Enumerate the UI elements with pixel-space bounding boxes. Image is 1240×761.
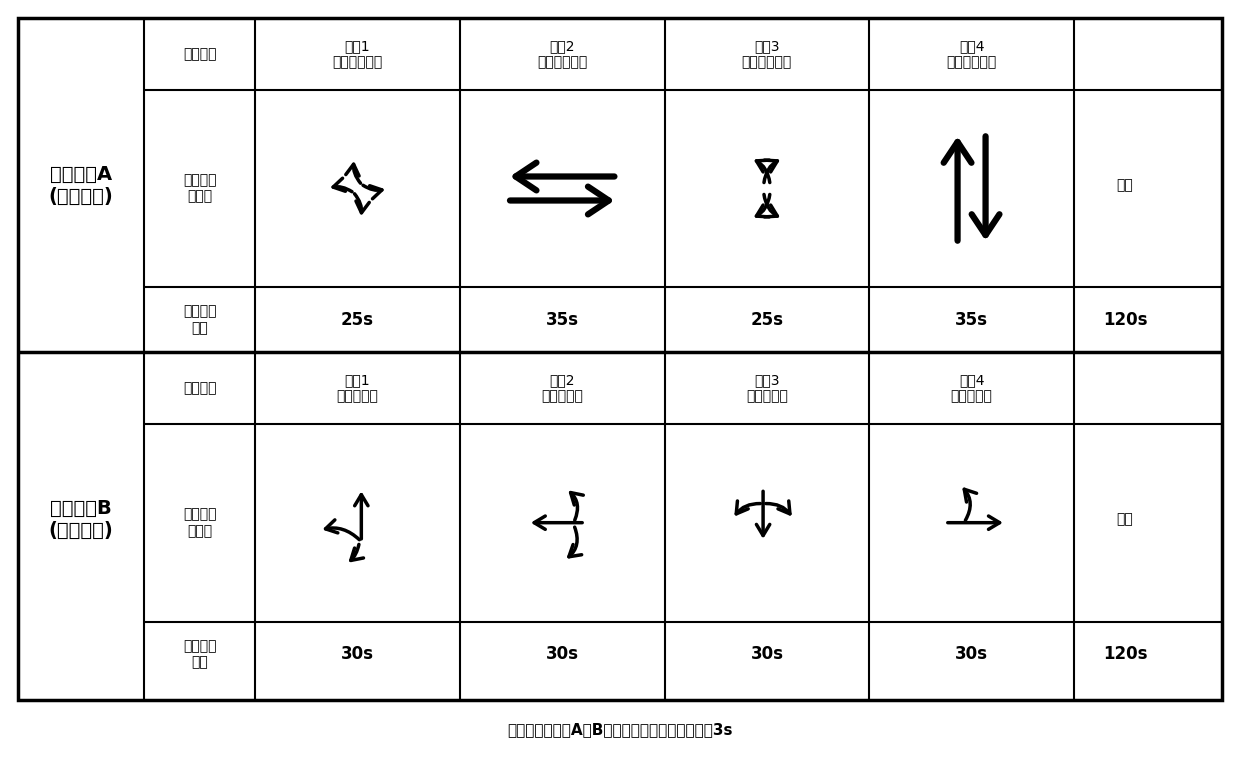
Text: 阶段3
北单口放行: 阶段3 北单口放行	[746, 373, 787, 403]
Text: 信号方案A
(对向放行): 信号方案A (对向放行)	[48, 164, 114, 205]
Text: 阶段2
东西直行放行: 阶段2 东西直行放行	[537, 39, 588, 69]
Text: 120s: 120s	[1102, 645, 1147, 663]
Text: 阶段1
东西左转放行: 阶段1 东西左转放行	[332, 39, 383, 69]
Text: 信号方案B
(单口放行): 信号方案B (单口放行)	[48, 498, 114, 540]
Text: 35s: 35s	[546, 310, 579, 329]
Text: 30s: 30s	[341, 645, 374, 663]
Text: 阶段3
南北左转放行: 阶段3 南北左转放行	[742, 39, 792, 69]
Text: 周期: 周期	[1117, 178, 1133, 192]
Text: 阶段4
南北直行放行: 阶段4 南北直行放行	[946, 39, 997, 69]
Text: 阶段4
西单口放行: 阶段4 西单口放行	[951, 373, 992, 403]
Text: 有效绿灯
时间: 有效绿灯 时间	[184, 639, 217, 669]
Text: 放行车流
示意图: 放行车流 示意图	[184, 174, 217, 204]
Text: 放行车流
示意图: 放行车流 示意图	[184, 508, 217, 538]
Text: 25s: 25s	[341, 310, 374, 329]
Text: 周期: 周期	[1117, 512, 1133, 527]
Text: 25s: 25s	[750, 310, 784, 329]
Text: 120s: 120s	[1102, 310, 1147, 329]
Text: 30s: 30s	[546, 645, 579, 663]
Text: 30s: 30s	[955, 645, 988, 663]
Text: 信号阶段: 信号阶段	[184, 381, 217, 395]
Text: 35s: 35s	[955, 310, 988, 329]
Bar	[19, 18, 1221, 700]
Text: 注：该案例方案A、B中有效绿灯时间含黄灯时间3s: 注：该案例方案A、B中有效绿灯时间含黄灯时间3s	[507, 722, 733, 737]
Text: 信号阶段: 信号阶段	[184, 47, 217, 61]
Text: 30s: 30s	[750, 645, 784, 663]
Text: 阶段1
南单口放行: 阶段1 南单口放行	[336, 373, 378, 403]
Text: 阶段2
东单口放行: 阶段2 东单口放行	[542, 373, 583, 403]
Text: 有效绿灯
时间: 有效绿灯 时间	[184, 304, 217, 335]
